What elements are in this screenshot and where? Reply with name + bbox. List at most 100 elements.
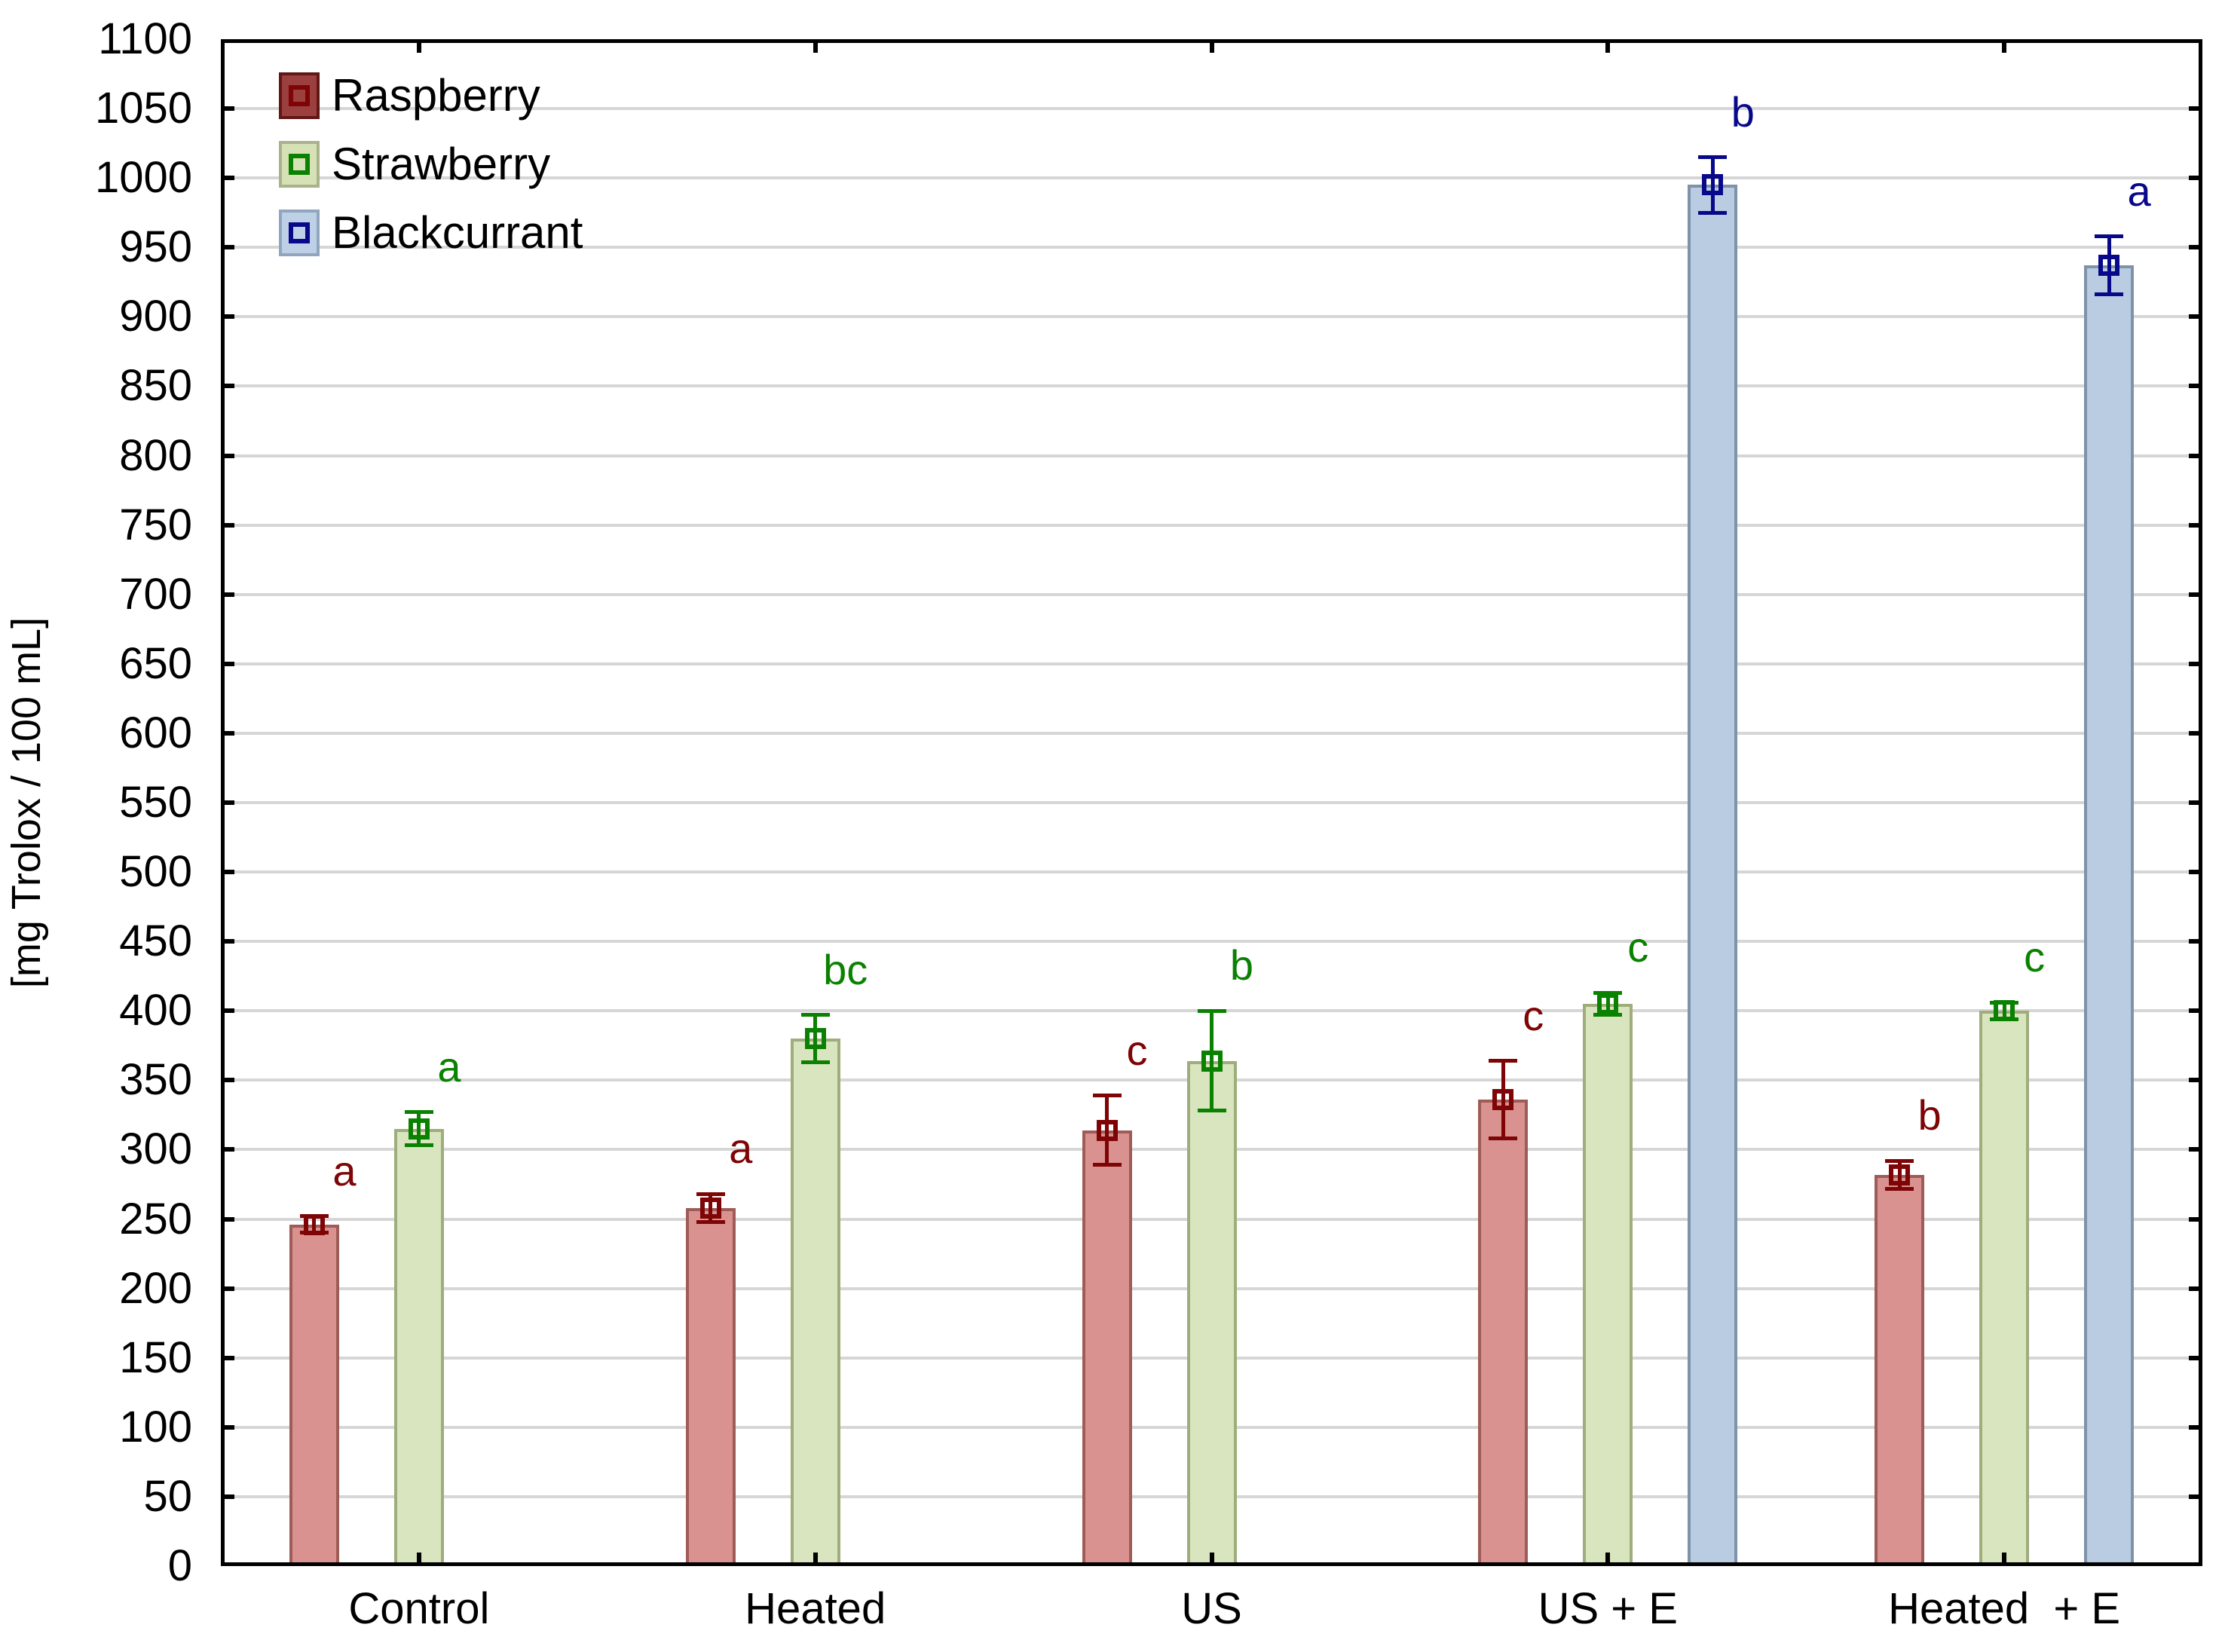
x-axis-tick-bottom — [1209, 1553, 1214, 1562]
x-axis-tick-bottom — [813, 1553, 818, 1562]
y-axis-tick-right — [2189, 1008, 2199, 1014]
errorbar-strawberry-heated — [813, 1014, 818, 1063]
x-axis-tick-top — [1605, 43, 1611, 53]
y-axis-tick-left — [225, 1008, 234, 1014]
bar-strawberry-us — [1186, 1060, 1237, 1566]
errorbar-cap-lower-raspberry-heated-e — [1885, 1186, 1914, 1191]
legend-marker-blackcurrant — [289, 222, 310, 243]
y-axis-tick-left — [225, 870, 234, 875]
errorbar-raspberry-heated-e — [1897, 1161, 1902, 1189]
y-axis-tick-right — [2189, 592, 2199, 597]
errorbar-cap-lower-blackcurrant-heated-e — [2095, 292, 2124, 297]
y-tick-label: 300 — [119, 1124, 192, 1174]
gridline — [221, 523, 2202, 527]
y-axis-tick-left — [225, 106, 234, 112]
x-axis-tick-top — [1209, 43, 1214, 53]
y-axis-tick-right — [2189, 384, 2199, 389]
sig-letter-blackcurrant-us-e: b — [1731, 87, 1755, 136]
y-axis-tick-right — [2189, 453, 2199, 458]
bar-raspberry-us — [1082, 1130, 1132, 1566]
bar-raspberry-heated-e — [1875, 1174, 1925, 1566]
errorbar-cap-lower-strawberry-us — [1197, 1109, 1226, 1113]
y-axis-tick-right — [2189, 176, 2199, 181]
x-axis-tick-bottom — [2002, 1553, 2007, 1562]
y-axis-tick-left — [225, 1286, 234, 1291]
y-axis-tick-right — [2189, 245, 2199, 250]
sig-letter-raspberry-heated-e: b — [1917, 1091, 1942, 1140]
mean-marker-raspberry-heated-e — [1889, 1164, 1911, 1185]
gridline — [221, 454, 2202, 457]
y-tick-label: 1050 — [94, 84, 192, 133]
legend-swatch-strawberry — [279, 141, 320, 188]
y-tick-label: 50 — [143, 1471, 192, 1521]
errorbar-cap-lower-blackcurrant-us-e — [1698, 210, 1728, 215]
errorbar-cap-lower-strawberry-us-e — [1593, 1013, 1623, 1017]
mean-marker-blackcurrant-heated-e — [2098, 255, 2120, 277]
gridline — [221, 870, 2202, 874]
y-axis-tick-left — [225, 453, 234, 458]
sig-letter-raspberry-heated: a — [729, 1124, 753, 1173]
x-axis-label-heated: Heated — [745, 1584, 886, 1633]
y-axis-tick-left — [225, 1078, 234, 1083]
errorbar-blackcurrant-us-e — [1710, 157, 1715, 213]
legend-swatch-raspberry — [279, 72, 320, 119]
gridline — [221, 801, 2202, 804]
errorbar-raspberry-control — [312, 1216, 317, 1233]
errorbar-cap-upper-raspberry-us — [1092, 1094, 1122, 1098]
y-tick-label: 600 — [119, 708, 192, 757]
gridline — [221, 940, 2202, 944]
y-axis-tick-left — [225, 1216, 234, 1222]
y-axis-tick-right — [2189, 939, 2199, 944]
errorbar-strawberry-heated-e — [2002, 1002, 2006, 1020]
errorbar-cap-upper-strawberry-heated — [800, 1013, 830, 1017]
mean-marker-strawberry-control — [408, 1118, 430, 1140]
y-axis-tick-right — [2189, 314, 2199, 320]
errorbar-cap-upper-strawberry-control — [404, 1110, 433, 1115]
y-axis-tick-right — [2189, 1494, 2199, 1499]
y-tick-label: 200 — [119, 1263, 192, 1313]
bar-raspberry-us-e — [1478, 1100, 1529, 1566]
y-tick-label: 950 — [119, 222, 192, 272]
legend-marker-strawberry — [289, 154, 310, 175]
bar-raspberry-control — [289, 1224, 339, 1566]
mean-marker-strawberry-heated-e — [1994, 1000, 2015, 1022]
y-axis-tick-right — [2189, 106, 2199, 112]
errorbar-cap-lower-raspberry-us — [1092, 1163, 1122, 1167]
errorbar-cap-upper-raspberry-heated-e — [1885, 1158, 1914, 1163]
mean-marker-strawberry-us-e — [1597, 993, 1619, 1015]
x-axis-tick-bottom — [416, 1553, 421, 1562]
y-tick-label: 850 — [119, 361, 192, 411]
y-axis-tick-left — [225, 1147, 234, 1152]
mean-marker-strawberry-us — [1201, 1050, 1223, 1072]
x-axis-label-us: US — [1181, 1584, 1242, 1633]
gridline — [221, 246, 2202, 249]
mean-marker-raspberry-heated — [699, 1197, 721, 1219]
y-axis-tick-right — [2189, 1078, 2199, 1083]
legend-label-raspberry: Raspberry — [332, 70, 540, 121]
y-tick-label: 350 — [119, 1055, 192, 1105]
y-axis-tick-left — [225, 1494, 234, 1499]
x-axis-label-us-e: US + E — [1538, 1584, 1678, 1633]
mean-marker-blackcurrant-us-e — [1702, 174, 1724, 196]
errorbar-cap-upper-strawberry-us-e — [1593, 990, 1623, 995]
y-tick-label: 800 — [119, 430, 192, 480]
gridline — [221, 592, 2202, 596]
y-axis-tick-left — [225, 176, 234, 181]
errorbar-cap-lower-strawberry-heated — [800, 1060, 830, 1064]
y-axis-tick-left — [225, 245, 234, 250]
bar-raspberry-heated — [685, 1207, 736, 1566]
mean-marker-raspberry-control — [303, 1213, 325, 1235]
bar-strawberry-heated-e — [1979, 1011, 2030, 1566]
y-axis-tick-right — [2189, 800, 2199, 805]
y-tick-label: 0 — [167, 1541, 192, 1590]
y-axis-tick-left — [225, 730, 234, 736]
bar-strawberry-us-e — [1583, 1004, 1633, 1566]
bar-blackcurrant-us-e — [1688, 185, 1738, 1566]
legend-marker-raspberry — [289, 85, 310, 106]
sig-letter-strawberry-control: a — [437, 1042, 461, 1091]
legend-label-strawberry: Strawberry — [332, 139, 551, 189]
errorbar-cap-upper-raspberry-us-e — [1489, 1059, 1518, 1063]
y-tick-label: 400 — [119, 986, 192, 1036]
errorbar-raspberry-us-e — [1501, 1060, 1505, 1139]
